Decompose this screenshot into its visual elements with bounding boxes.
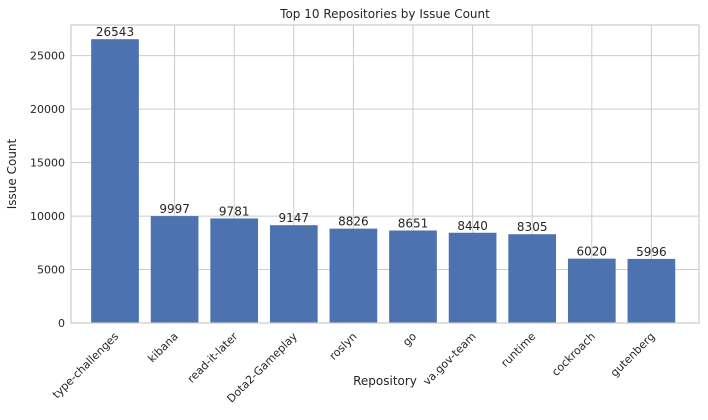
- x-tick-label: read-it-later: [185, 330, 241, 386]
- bar-value-label: 8651: [398, 216, 429, 230]
- bar-value-label: 9781: [219, 204, 250, 218]
- x-tick-label: gutenberg: [608, 330, 658, 380]
- y-tick-label: 20000: [30, 103, 65, 116]
- bar: [448, 232, 497, 323]
- y-tick-label: 25000: [30, 50, 65, 63]
- y-tick-label: 0: [58, 317, 65, 330]
- bar: [210, 218, 259, 323]
- y-tick-label: 5000: [37, 264, 65, 277]
- bar: [389, 230, 437, 323]
- bars-layer: [91, 39, 676, 323]
- chart-title: Top 10 Repositories by Issue Count: [279, 7, 490, 21]
- bar: [91, 39, 139, 323]
- x-tick-label: kibana: [145, 330, 180, 365]
- x-tick-label: go: [400, 330, 419, 349]
- bar: [508, 234, 557, 323]
- x-tick-label: type-challenges: [50, 330, 121, 401]
- y-axis-label: Issue Count: [5, 138, 19, 209]
- bar: [567, 258, 616, 323]
- x-tick-label: roslyn: [327, 330, 360, 363]
- bar: [329, 228, 378, 323]
- y-tick-label: 10000: [30, 210, 65, 223]
- bar-value-label: 8305: [517, 220, 548, 234]
- bar: [627, 258, 676, 323]
- x-axis-label: Repository: [353, 374, 417, 388]
- bar: [150, 216, 199, 323]
- x-tick-label: va.gov-team: [421, 330, 479, 388]
- bar-value-label: 9997: [159, 202, 190, 216]
- bar-value-label: 6020: [577, 245, 608, 259]
- bar: [269, 225, 318, 323]
- bar-value-label: 8826: [338, 215, 369, 229]
- x-tick-label: cockroach: [549, 330, 598, 379]
- bar-value-label: 26543: [96, 25, 134, 39]
- x-tick-label: runtime: [498, 330, 538, 370]
- bar-value-label: 9147: [279, 211, 310, 225]
- bar-value-label: 5996: [636, 245, 667, 259]
- plot-frame: [70, 24, 700, 324]
- y-tick-label: 15000: [30, 157, 65, 170]
- value-labels-layer: 26543 9997 9781 9147 8826 8651 8440 8305 6020 599…: [96, 25, 667, 259]
- bar-value-label: 8440: [457, 219, 488, 233]
